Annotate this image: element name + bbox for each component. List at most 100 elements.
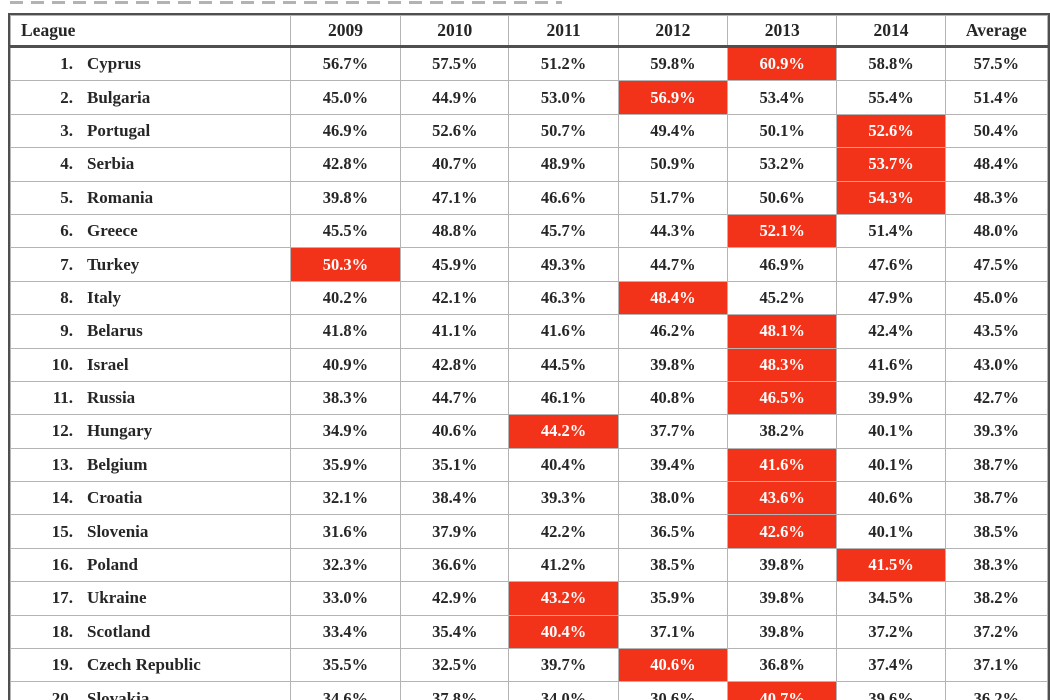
league-name: Scotland <box>87 621 151 641</box>
value-cell-highlighted: 54.3% <box>836 180 946 215</box>
value-cell: 42.7% <box>944 380 1049 416</box>
value-cell: 47.5% <box>944 247 1049 282</box>
value-cell-highlighted: 46.5% <box>727 380 838 416</box>
league-name: Hungary <box>87 421 153 441</box>
league-name-cell: 12. Hungary <box>10 414 291 449</box>
league-name-cell: 6. Greece <box>10 213 291 249</box>
value-cell: 33.0% <box>289 581 402 616</box>
value-cell: 50.7% <box>508 113 619 149</box>
value-cell: 38.5% <box>944 514 1049 549</box>
value-cell: 45.0% <box>944 280 1049 316</box>
league-name: Portugal <box>87 120 151 140</box>
value-cell: 45.9% <box>400 247 510 282</box>
rank-number: 15. <box>51 521 73 541</box>
rank-number: 18. <box>51 621 73 641</box>
value-cell: 32.3% <box>289 547 402 583</box>
table-row: 15. Slovenia 31.6% 37.9% 42.2% 36.5% 42.6% 40.1… <box>10 514 1049 549</box>
value-cell: 36.6% <box>400 547 510 583</box>
value-cell: 40.9% <box>289 347 402 382</box>
league-name: Croatia <box>87 488 143 508</box>
value-cell: 53.2% <box>727 147 838 182</box>
value-cell: 34.9% <box>289 414 402 449</box>
value-cell: 32.1% <box>289 481 402 516</box>
value-cell: 38.3% <box>944 547 1049 583</box>
rank-number: 9. <box>60 321 73 341</box>
rank-number: 13. <box>51 454 73 474</box>
value-cell: 37.9% <box>400 514 510 549</box>
value-cell: 39.4% <box>617 447 729 483</box>
rank-number: 3. <box>60 120 73 140</box>
value-cell: 35.5% <box>289 648 402 683</box>
league-name: Belarus <box>87 321 143 341</box>
table-row: 10. Israel 40.9% 42.8% 44.5% 39.8% 48.3% 41.6% 4… <box>10 347 1049 382</box>
value-cell: 37.4% <box>836 648 946 683</box>
value-cell-highlighted: 56.9% <box>617 80 729 115</box>
league-name-cell: 19. Czech Republic <box>10 648 291 683</box>
league-name: Italy <box>87 287 121 307</box>
value-cell: 39.9% <box>836 380 946 416</box>
table-row: 8. Italy 40.2% 42.1% 46.3% 48.4% 45.2% 47.9% 45.… <box>10 280 1049 316</box>
value-cell: 38.4% <box>400 481 510 516</box>
value-cell: 34.0% <box>508 681 619 700</box>
column-header-average: Average <box>944 15 1049 48</box>
rank-number: 7. <box>60 254 73 274</box>
value-cell: 46.3% <box>508 280 619 316</box>
value-cell: 35.4% <box>400 614 510 650</box>
value-cell: 58.8% <box>836 45 946 82</box>
value-cell-highlighted: 40.6% <box>617 648 729 683</box>
table-row: 19. Czech Republic 35.5% 32.5% 39.7% 40.6% 36.… <box>10 648 1049 683</box>
column-header-2011: 2011 <box>508 15 619 48</box>
rank-number: 12. <box>51 421 73 441</box>
value-cell: 45.7% <box>508 213 619 249</box>
value-cell: 36.2% <box>944 681 1049 700</box>
table-row: 11. Russia 38.3% 44.7% 46.1% 40.8% 46.5% 39.9% 4… <box>10 380 1049 416</box>
column-header-league: League <box>10 15 291 48</box>
league-name: Serbia <box>87 154 135 174</box>
value-cell: 38.0% <box>617 481 729 516</box>
value-cell: 37.7% <box>617 414 729 449</box>
value-cell: 37.1% <box>617 614 729 650</box>
value-cell: 39.3% <box>944 414 1049 449</box>
value-cell: 30.6% <box>617 681 729 700</box>
value-cell: 53.0% <box>508 80 619 115</box>
table-row: 9. Belarus 41.8% 41.1% 41.6% 46.2% 48.1% 42.4% 4… <box>10 314 1049 349</box>
league-name-cell: 13. Belgium <box>10 447 291 483</box>
value-cell: 41.8% <box>289 314 402 349</box>
table-row: 2. Bulgaria 45.0% 44.9% 53.0% 56.9% 53.4% 55.4%… <box>10 80 1049 115</box>
value-cell: 40.1% <box>836 447 946 483</box>
value-cell: 39.7% <box>508 648 619 683</box>
value-cell-highlighted: 50.3% <box>289 247 402 282</box>
value-cell: 40.6% <box>836 481 946 516</box>
table-row: 17. Ukraine 33.0% 42.9% 43.2% 35.9% 39.8% 34.5%… <box>10 581 1049 616</box>
value-cell: 41.1% <box>400 314 510 349</box>
league-name-cell: 11. Russia <box>10 380 291 416</box>
value-cell: 40.6% <box>400 414 510 449</box>
value-cell: 52.6% <box>400 113 510 149</box>
value-cell-highlighted: 60.9% <box>727 45 838 82</box>
rank-number: 11. <box>52 388 73 408</box>
league-name-cell: 10. Israel <box>10 347 291 382</box>
rank-number: 19. <box>51 655 73 675</box>
value-cell-highlighted: 48.3% <box>727 347 838 382</box>
value-cell-highlighted: 44.2% <box>508 414 619 449</box>
value-cell: 40.8% <box>617 380 729 416</box>
value-cell: 45.2% <box>727 280 838 316</box>
league-name: Greece <box>87 221 138 241</box>
league-name-cell: 3. Portugal <box>10 113 291 149</box>
value-cell: 37.2% <box>944 614 1049 650</box>
value-cell: 56.7% <box>289 45 402 82</box>
value-cell-highlighted: 48.1% <box>727 314 838 349</box>
value-cell: 50.6% <box>727 180 838 215</box>
value-cell: 55.4% <box>836 80 946 115</box>
value-cell: 47.1% <box>400 180 510 215</box>
rank-number: 8. <box>60 287 73 307</box>
value-cell: 34.5% <box>836 581 946 616</box>
rank-number: 4. <box>60 154 73 174</box>
rank-number: 20. <box>51 688 73 700</box>
value-cell: 39.6% <box>836 681 946 700</box>
value-cell: 38.2% <box>944 581 1049 616</box>
value-cell: 37.8% <box>400 681 510 700</box>
value-cell: 36.8% <box>727 648 838 683</box>
league-name: Bulgaria <box>87 87 151 107</box>
